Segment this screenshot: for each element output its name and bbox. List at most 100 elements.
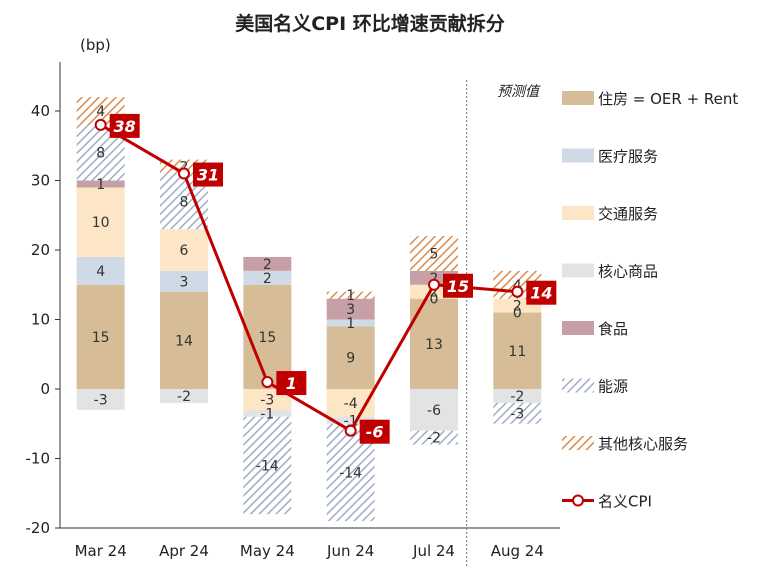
bar-value-label: 2: [430, 285, 439, 301]
bar-value-label: 2: [263, 257, 272, 273]
bar-value-label: -1: [260, 406, 274, 422]
bar-value-labels: 15410184-3143682-21522-3-1-149131-4-1-14…: [92, 104, 526, 481]
bar-value-label: -14: [339, 465, 362, 481]
bar-value-label: 8: [96, 146, 105, 162]
legend-swatch: [562, 321, 594, 335]
legend-label: 核心商品: [598, 263, 658, 281]
bar-segment: [326, 326, 375, 389]
bar-segment: [76, 180, 125, 188]
bar-segment: [160, 389, 208, 403]
cpi-value-label: 15: [447, 277, 469, 296]
y-tick-label: 20: [31, 241, 50, 259]
cpi-value-label: 38: [114, 117, 136, 136]
bar-value-label: -3: [94, 392, 108, 408]
x-tick-label: Mar 24: [75, 542, 127, 560]
cpi-value-label: 31: [197, 166, 219, 185]
stacked-bars: [76, 97, 542, 522]
bar-segment: [76, 256, 125, 285]
bar-value-label: 2: [263, 271, 272, 287]
bar-segment: [243, 409, 292, 417]
cpi-point: [94, 118, 107, 131]
bar-segment: [76, 389, 125, 410]
legend-label: 食品: [598, 320, 628, 338]
x-tick-label: May 24: [240, 542, 295, 560]
legend-swatch: [562, 263, 594, 278]
bar-value-label: 0: [430, 292, 439, 308]
cpi-label-box: [526, 280, 557, 305]
legend-swatch: [562, 206, 594, 220]
bar-value-label: 8: [180, 194, 189, 210]
bar-value-label: 10: [92, 215, 110, 231]
bar-segment: [160, 270, 208, 292]
bar-value-label: 2: [513, 299, 522, 315]
y-tick-label: -20: [26, 519, 51, 537]
bar-segment: [76, 187, 125, 257]
bar-value-label: 3: [180, 274, 189, 290]
y-tick-label: 0: [40, 380, 50, 398]
legend-swatch: [562, 436, 594, 450]
legend-label: 交通服务: [598, 205, 658, 223]
forecast-label: 预测值: [497, 84, 541, 100]
bar-segment: [493, 312, 542, 389]
cpi-point: [511, 285, 524, 298]
bar-segment: [410, 236, 458, 271]
bar-segment: [493, 402, 542, 424]
bar-value-label: 13: [425, 337, 443, 353]
bar-value-label: -4: [344, 396, 358, 412]
cpi-value-label: 14: [530, 284, 552, 303]
bar-segment: [160, 229, 208, 271]
cpi-point: [344, 424, 357, 437]
bar-segment: [493, 389, 542, 403]
bar-segment: [326, 416, 375, 424]
cpi-label-box: [276, 371, 307, 396]
cpi-value-label: 1: [286, 374, 297, 393]
bar-segment: [243, 270, 292, 285]
bar-segment: [326, 291, 375, 299]
y-tick-label: 30: [31, 172, 50, 190]
x-tick-label: Aug 24: [491, 542, 544, 560]
bar-value-label: -2: [510, 389, 524, 405]
bar-value-label: -3: [260, 392, 274, 408]
bar-segment: [243, 256, 292, 271]
y-tick-label: 40: [31, 102, 50, 120]
cpi-label-box: [359, 419, 390, 444]
bar-value-label: 15: [92, 330, 110, 346]
bar-segment: [326, 319, 375, 327]
legend-swatch: [562, 148, 594, 163]
bar-segment: [326, 298, 375, 320]
cpi-point: [428, 278, 440, 291]
legend-label: 医疗服务: [598, 148, 658, 166]
y-tick-label: -10: [26, 450, 51, 468]
bar-value-label: 0: [513, 306, 522, 322]
bar-value-label: 1: [346, 316, 355, 332]
y-tick-label: 10: [31, 311, 50, 329]
bar-value-label: 11: [508, 344, 526, 360]
bar-segment: [76, 284, 125, 389]
bar-value-label: -6: [427, 403, 441, 419]
bar-value-label: 5: [430, 246, 439, 262]
bar-value-label: 9: [346, 351, 355, 367]
bar-segment: [410, 430, 458, 445]
bar-value-label: 1: [96, 177, 105, 193]
bar-value-label: 15: [258, 330, 276, 346]
bar-value-label: 4: [96, 264, 105, 280]
bar-segment: [243, 416, 292, 515]
bar-value-label: 3: [346, 302, 355, 318]
legend-line-marker: [572, 494, 584, 507]
chart-title: 美国名义CPI 环比增速贡献拆分: [235, 12, 505, 35]
y-axis-unit-label: (bp): [80, 36, 111, 54]
cpi-label-box: [109, 113, 140, 138]
bar-value-label: -2: [177, 389, 191, 405]
bar-value-label: 6: [180, 243, 189, 259]
cpi-label-box: [193, 162, 223, 187]
cpi-value-label: -6: [366, 423, 384, 442]
legend-swatch: [562, 378, 594, 393]
bar-value-label: -3: [510, 406, 524, 422]
bar-segment: [160, 291, 208, 389]
legend-label: 能源: [598, 378, 628, 396]
cpi-label-box: [443, 273, 473, 298]
bar-value-label: 1: [346, 288, 355, 304]
